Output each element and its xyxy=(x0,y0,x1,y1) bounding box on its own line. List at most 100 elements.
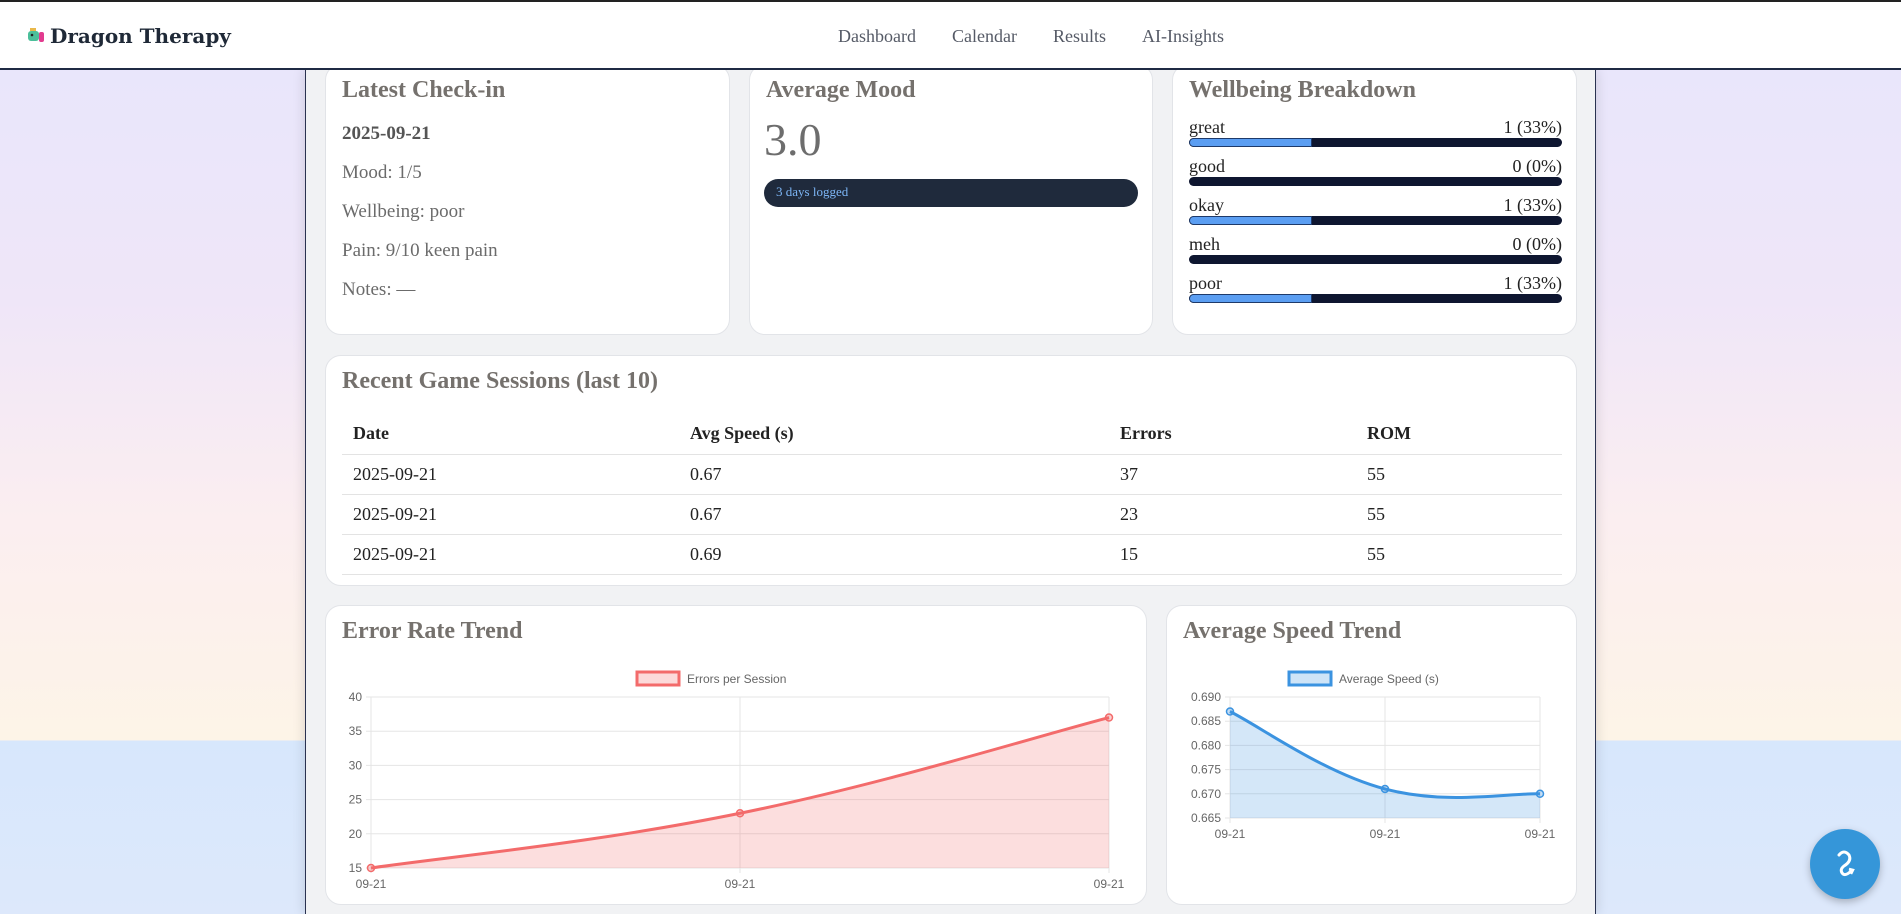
wellbeing-progress-bar xyxy=(1189,255,1562,264)
wellbeing-row-good: good 0 (0%) xyxy=(1189,156,1562,192)
dragon-icon xyxy=(26,26,46,46)
nav-calendar[interactable]: Calendar xyxy=(951,26,1017,46)
y-tick-label: 40 xyxy=(349,690,363,704)
series-line xyxy=(370,716,1110,870)
data-point xyxy=(1225,707,1235,716)
table-cell: 2025-09-21 xyxy=(342,494,679,535)
series-area xyxy=(371,717,1109,868)
card-title: Wellbeing Breakdown xyxy=(1189,77,1416,103)
y-tick-label: 20 xyxy=(349,827,363,841)
wellbeing-count: 0 (0%) xyxy=(1512,234,1562,254)
data-point xyxy=(366,863,376,873)
dashboard-main: Latest Check-in 2025-09-21 Mood: 1/5 Wel… xyxy=(305,64,1596,914)
table-cell: 23 xyxy=(1109,494,1356,535)
checkin-pain: Pain: 9/10 keen pain xyxy=(342,240,498,261)
wellbeing-label: okay xyxy=(1189,195,1224,215)
series-area xyxy=(1230,711,1540,818)
error-rate-card: Error Rate Trend 40 35 30 25 20 15 09-21 09-21 0… xyxy=(325,605,1147,905)
nav-ai-insights[interactable]: AI-Insights xyxy=(1141,26,1224,46)
y-tick-label: 25 xyxy=(349,793,363,807)
checkin-notes: Notes: — xyxy=(342,279,416,300)
y-tick-label: 0.670 xyxy=(1191,787,1221,801)
wellbeing-progress-bar xyxy=(1189,216,1562,225)
wellbeing-progress-fill xyxy=(1189,216,1313,225)
table-header-row: Date Avg Speed (s) Errors ROM xyxy=(342,414,1562,455)
app-logo[interactable]: Dragon Therapy xyxy=(26,24,231,48)
y-tick-label: 15 xyxy=(349,861,363,875)
dragon-chat-icon xyxy=(1837,850,1855,877)
x-tick-label: 09-21 xyxy=(1094,877,1125,891)
y-tick-label: 30 xyxy=(349,758,363,772)
table-row: 2025-09-21 0.69 15 55 xyxy=(342,534,1562,575)
x-tick-label: 09-21 xyxy=(1215,827,1246,841)
y-tick-label: 0.680 xyxy=(1191,738,1221,752)
wellbeing-row-okay: okay 1 (33%) xyxy=(1189,195,1562,231)
checkin-mood: Mood: 1/5 xyxy=(342,162,422,183)
legend-swatch xyxy=(1287,670,1333,687)
chat-assistant-button[interactable] xyxy=(1810,829,1880,899)
data-point xyxy=(1104,713,1114,722)
col-errors: Errors xyxy=(1109,414,1356,455)
wellbeing-progress-bar xyxy=(1189,177,1562,186)
x-tick-label: 09-21 xyxy=(725,877,756,891)
y-tick-label: 0.690 xyxy=(1191,690,1221,704)
col-date: Date xyxy=(342,414,679,455)
card-title: Average Speed Trend xyxy=(1183,618,1402,644)
wellbeing-count: 0 (0%) xyxy=(1512,156,1562,176)
table-cell: 0.69 xyxy=(679,534,1109,575)
average-mood-value: 3.0 xyxy=(764,114,822,165)
x-tick-label: 09-21 xyxy=(1370,827,1401,841)
card-title: Average Mood xyxy=(766,77,916,103)
legend-swatch xyxy=(635,670,681,687)
wellbeing-label: good xyxy=(1189,156,1225,176)
table-cell: 0.67 xyxy=(679,494,1109,535)
recent-sessions-card: Recent Game Sessions (last 10) Date Avg … xyxy=(325,355,1577,586)
wellbeing-breakdown-card: Wellbeing Breakdown great 1 (33%) good 0 (0… xyxy=(1172,64,1577,335)
nav-results[interactable]: Results xyxy=(1052,26,1106,46)
series-line xyxy=(1229,710,1541,799)
nav-dashboard[interactable]: Dashboard xyxy=(838,26,916,46)
table-cell: 37 xyxy=(1109,454,1356,495)
wellbeing-label: meh xyxy=(1189,234,1220,254)
average-speed-card: Average Speed Trend 0.690 0.685 0.680 0.675… xyxy=(1166,605,1577,905)
error-rate-chart: 40 35 30 25 20 15 09-21 09-21 09-21 Errors per Se… xyxy=(349,670,1125,891)
card-title: Error Rate Trend xyxy=(342,618,523,644)
y-tick-label: 0.685 xyxy=(1191,714,1221,728)
main-nav: Dashboard Calendar Results AI-Insights xyxy=(838,26,1224,47)
wellbeing-progress-fill xyxy=(1189,294,1313,303)
y-tick-label: 0.665 xyxy=(1191,811,1221,825)
x-tick-label: 09-21 xyxy=(1525,827,1556,841)
data-point xyxy=(735,809,745,818)
table-cell: 55 xyxy=(1356,494,1562,535)
data-point xyxy=(1380,784,1390,794)
table-cell: 0.67 xyxy=(679,454,1109,495)
col-avg-speed: Avg Speed (s) xyxy=(679,414,1109,455)
legend-label: Errors per Session xyxy=(687,672,786,686)
checkin-date: 2025-09-21 xyxy=(342,123,431,144)
top-nav-bar: Dragon Therapy Dashboard Calendar Result… xyxy=(0,0,1901,70)
average-mood-card: Average Mood 3.0 3 days logged xyxy=(749,64,1153,335)
average-speed-chart: 0.690 0.685 0.680 0.675 0.670 0.665 09-21 09-21… xyxy=(1191,670,1556,841)
sessions-table: Date Avg Speed (s) Errors ROM 2025-09-21… xyxy=(342,414,1562,575)
table-row: 2025-09-21 0.67 37 55 xyxy=(342,454,1562,495)
y-tick-label: 0.675 xyxy=(1191,763,1221,777)
card-title: Recent Game Sessions (last 10) xyxy=(342,368,658,394)
col-rom: ROM xyxy=(1356,414,1562,455)
y-tick-label: 35 xyxy=(349,724,363,738)
table-cell: 15 xyxy=(1109,534,1356,575)
x-tick-label: 09-21 xyxy=(356,877,387,891)
wellbeing-label: poor xyxy=(1189,273,1222,293)
latest-checkin-card: Latest Check-in 2025-09-21 Mood: 1/5 Wel… xyxy=(325,64,730,335)
wellbeing-progress-fill xyxy=(1189,138,1313,147)
card-title: Latest Check-in xyxy=(342,77,506,103)
table-cell: 55 xyxy=(1356,454,1562,495)
legend-label: Average Speed (s) xyxy=(1339,672,1439,686)
wellbeing-count: 1 (33%) xyxy=(1503,273,1562,293)
wellbeing-row-meh: meh 0 (0%) xyxy=(1189,234,1562,270)
app-title: Dragon Therapy xyxy=(50,24,231,48)
data-point xyxy=(1535,789,1545,799)
wellbeing-row-poor: poor 1 (33%) xyxy=(1189,273,1562,309)
days-logged-badge: 3 days logged xyxy=(764,179,1138,207)
wellbeing-count: 1 (33%) xyxy=(1503,117,1562,137)
table-cell: 2025-09-21 xyxy=(342,454,679,495)
